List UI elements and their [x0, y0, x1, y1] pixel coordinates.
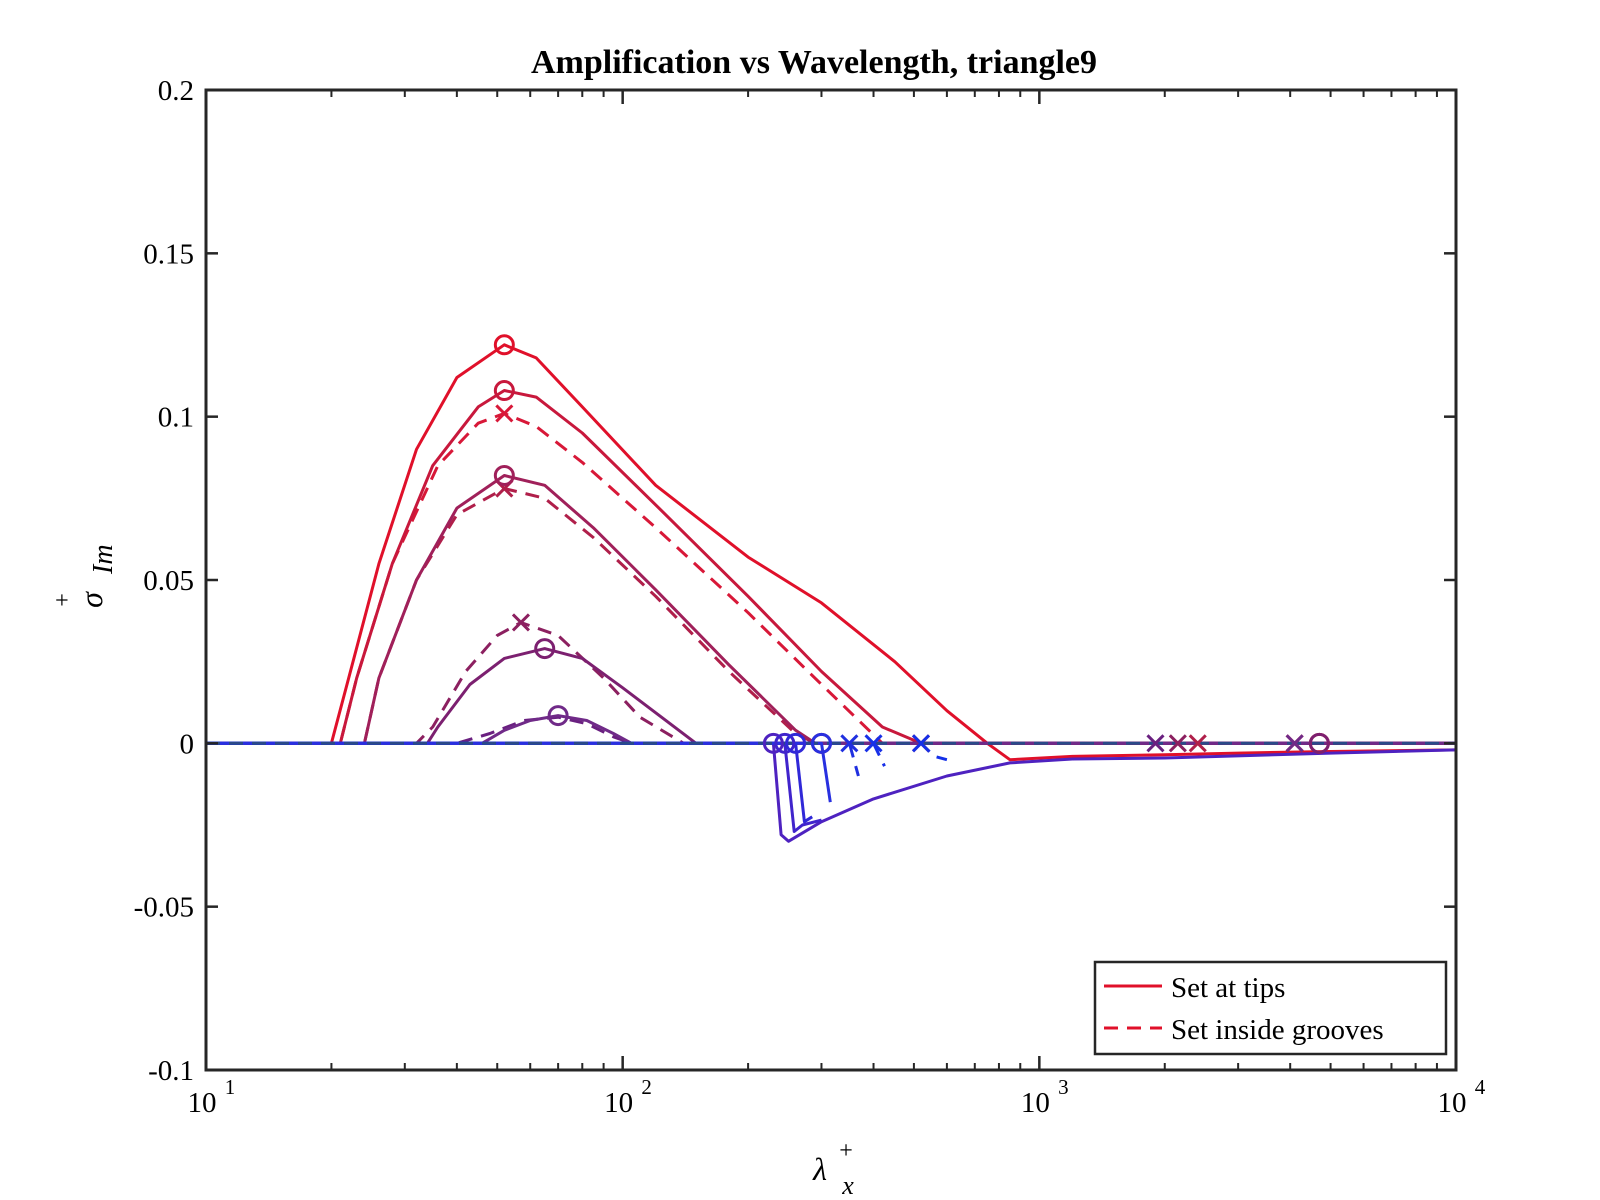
series-line-8: [206, 714, 1456, 745]
y-tick-label-2: 0.1: [158, 402, 194, 434]
series-5-marker-0: [511, 613, 531, 632]
legend-box: [1093, 960, 1448, 1056]
y-tick-label-1: 0.15: [143, 238, 194, 270]
series-1-marker-0: [495, 404, 514, 423]
series-line-9: [206, 741, 1457, 843]
y-axis-label-sub: Im: [88, 544, 119, 575]
series-12-marker-0: [810, 732, 832, 754]
series-3-marker-1: [1188, 734, 1207, 753]
x-tick-label-0: 10: [188, 1087, 217, 1119]
series-8-marker-1: [1285, 734, 1304, 753]
x-tick-exponent-1: 2: [641, 1075, 652, 1099]
series-9-marker-0: [762, 732, 784, 754]
legend-label-tips: Set at tips: [1171, 972, 1285, 1004]
series-8-marker-0: [547, 705, 569, 727]
series-line-2: [206, 389, 1456, 745]
series-10-marker-0: [774, 732, 796, 754]
y-axis-label-base: σ: [73, 591, 109, 608]
x-axis-label-sup: +: [839, 1138, 853, 1164]
series-0-marker-0: [493, 334, 515, 356]
x-tick-label-2: 10: [1021, 1087, 1050, 1119]
y-tick-label-5: -0.05: [134, 892, 194, 924]
x-axis-label-base: λ: [812, 1151, 827, 1187]
y-axis-label: σ + Im: [50, 544, 119, 607]
series-5-marker-1: [1168, 734, 1187, 753]
series-6-marker-1: [1308, 732, 1330, 754]
y-axis-label-sup: +: [50, 593, 76, 607]
legend: Set at tips Set inside grooves: [1093, 960, 1448, 1056]
x-axis-label-sub: x: [841, 1171, 854, 1200]
series-line-6: [206, 647, 1456, 745]
y-tick-label-4: 0: [180, 728, 195, 760]
series-line-12: [206, 741, 832, 803]
series-layer: [206, 343, 1457, 843]
chart-title: Amplification vs Wavelength, triangle9: [531, 44, 1097, 81]
y-tick-label-6: -0.1: [148, 1055, 194, 1087]
series-2-marker-0: [493, 380, 515, 402]
y-tick-label-0: 0.2: [158, 75, 194, 107]
series-line-4: [206, 474, 1456, 745]
series-7-marker-0: [1146, 734, 1165, 753]
y-tick-label-3: 0.05: [143, 565, 194, 597]
tick-layer: 0.20.150.10.050-0.05-0.110 1 10 2 10 3 10 4: [134, 75, 1486, 1119]
x-tick-exponent-0: 1: [225, 1075, 236, 1099]
series-11-marker-0: [785, 732, 807, 754]
series-6-marker-0: [534, 638, 556, 660]
marker-layer: [493, 334, 1330, 754]
x-tick-label-3: 10: [1438, 1087, 1467, 1119]
series-15-marker-0: [911, 734, 931, 753]
series-13-marker-0: [840, 734, 859, 753]
series-14-marker-0: [864, 734, 883, 753]
x-axis-label: λ + x: [812, 1138, 854, 1200]
x-tick-label-1: 10: [604, 1087, 633, 1119]
series-4-marker-0: [493, 464, 515, 486]
x-tick-exponent-2: 3: [1058, 1075, 1069, 1099]
x-tick-exponent-3: 4: [1475, 1075, 1486, 1099]
legend-label-grooves: Set inside grooves: [1171, 1014, 1384, 1046]
series-line-0: [206, 343, 1457, 762]
